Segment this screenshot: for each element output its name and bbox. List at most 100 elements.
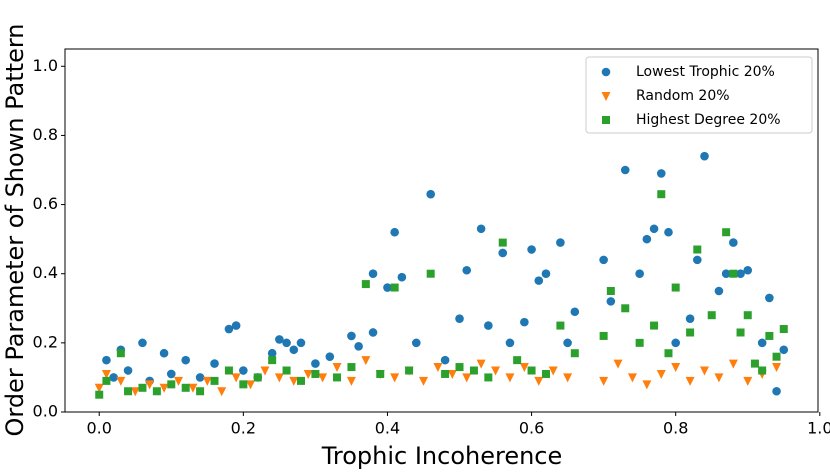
point [173,376,183,386]
point [152,387,161,396]
point [664,227,673,237]
point [570,307,580,317]
point [613,359,623,369]
point [693,245,702,254]
point [714,286,724,296]
point [757,338,767,348]
plot-frame [64,48,819,413]
point [772,386,781,396]
point [332,363,342,373]
point [621,304,630,313]
point [606,287,615,295]
point [642,380,652,390]
point [441,369,450,378]
point [513,356,522,365]
point [274,373,284,383]
x-tick-label: 0.8 [663,419,688,438]
point [765,331,774,340]
point [390,283,399,292]
point [743,265,753,275]
point [361,280,370,289]
x-tick-label: 0.0 [87,419,112,438]
point [376,369,385,378]
point [346,376,356,386]
point [563,373,573,383]
point [397,272,407,282]
point [405,366,414,375]
point [484,373,493,382]
point [505,338,515,348]
y-tick-label: 0.8 [33,125,58,144]
x-axis-label: Trophic Incoherence [321,442,563,470]
point [556,238,565,247]
point [750,359,759,368]
series [94,356,782,397]
point [289,376,299,386]
point [498,238,507,247]
point [433,363,443,373]
point [426,269,435,278]
point [635,338,644,347]
x-tick-label: 0.6 [519,419,544,438]
point [210,376,219,385]
point [686,328,695,337]
point [548,366,558,376]
point [289,345,299,355]
point [671,283,680,292]
point [649,224,659,234]
point [239,366,248,375]
point [469,366,478,375]
point [102,355,111,365]
y-tick-label: 0.0 [33,402,58,421]
point [599,376,609,386]
point [116,376,126,386]
point [664,349,673,358]
y-axis-label: Order Parameter of Shown Pattern [1,23,29,436]
point [159,348,169,358]
point [527,366,536,375]
series [102,151,789,396]
point [101,369,111,379]
point [758,366,767,375]
x-tick-label: 0.2 [231,419,256,438]
point [325,352,335,361]
point [650,321,659,330]
point [296,338,306,348]
x-tick-label: 1.0 [807,419,830,438]
point [685,314,695,323]
point [166,369,176,379]
point [260,366,270,376]
point [484,321,493,330]
point [685,376,695,386]
point [282,338,291,348]
y-tick-label: 0.2 [33,332,58,351]
y-tick-label: 0.4 [33,263,58,282]
point [181,355,190,365]
point [541,269,551,279]
point [729,269,738,278]
point [599,255,608,265]
point [95,390,104,399]
legend-marker [601,67,611,77]
point [765,293,774,303]
point [418,376,428,386]
legend-frame [585,56,813,134]
point [311,369,320,378]
point [130,387,140,397]
y-tick-label: 1.0 [33,56,58,75]
point [505,373,515,383]
point [642,234,652,244]
point [541,369,550,378]
point [570,349,579,358]
point [196,387,205,396]
point [390,227,399,237]
legend-label: Highest Degree 20% [636,112,781,128]
point [217,387,227,397]
point [671,363,681,373]
point [268,356,277,365]
point [246,380,256,390]
legend-marker [602,116,610,124]
point [563,338,572,348]
point [202,376,212,386]
